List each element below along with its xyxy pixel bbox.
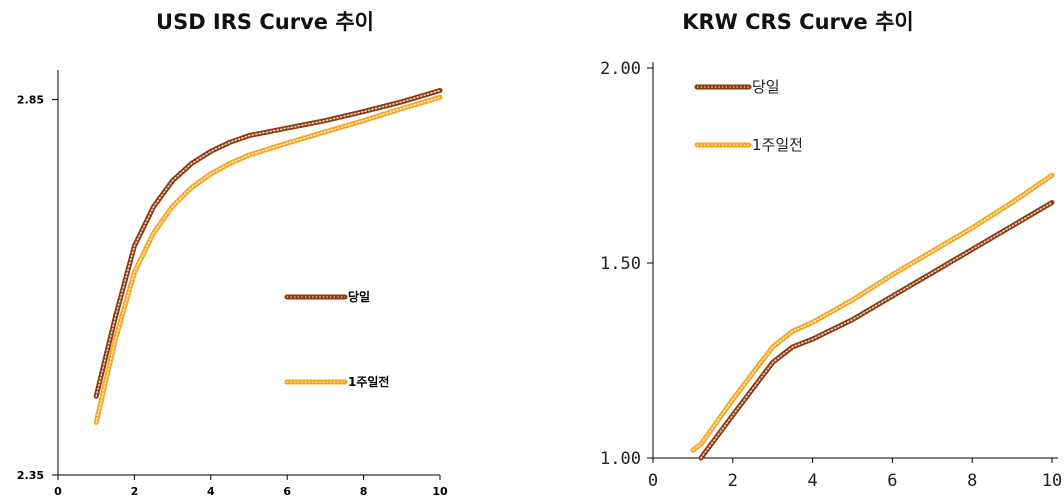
usd-series-1-line (93, 94, 443, 425)
krw-series-0-beads (700, 201, 1053, 459)
usd-series-0-beads (95, 89, 441, 397)
krw-series-0-line (698, 200, 1055, 461)
usd-x-tick-label: 4 (207, 485, 215, 498)
krw-series-1-line (690, 172, 1055, 453)
krw-y-tick-label: 1.00 (600, 449, 641, 469)
krw-legend-label-0: 당일 (752, 78, 780, 96)
krw-y-tick-label: 1.50 (600, 254, 641, 274)
usd-irs-chart-panel: USD IRS Curve 추이 2.35 2.85 0 2 4 6 8 10 당일 1주일전 (0, 0, 530, 503)
usd-x-tick-label: 8 (360, 485, 368, 498)
krw-x-tick-label: 6 (887, 471, 897, 491)
usd-x-tick-label: 10 (432, 485, 448, 498)
usd-y-tick-label: 2.35 (17, 469, 44, 482)
usd-chart-title: USD IRS Curve 추이 (156, 10, 374, 34)
usd-x-tick-label: 2 (131, 485, 139, 498)
krw-x-tick-label: 8 (967, 471, 977, 491)
usd-series-1-beads (95, 96, 441, 424)
krw-chart-svg: 1.00 1.50 2.00 0 2 4 6 8 10 당일 1주일전 (600, 59, 1062, 491)
krw-y-tick-label: 2.00 (600, 59, 641, 79)
krw-chart-title: KRW CRS Curve 추이 (682, 10, 914, 34)
krw-x-tick-label: 0 (648, 471, 658, 491)
krw-series-1-beads (692, 174, 1053, 451)
usd-x-tick-label: 6 (283, 485, 291, 498)
krw-x-tick-label: 4 (807, 471, 817, 491)
usd-legend-label-1: 1주일전 (348, 374, 389, 389)
usd-x-tick-label: 0 (54, 485, 62, 498)
usd-y-tick-label: 2.85 (17, 94, 44, 107)
krw-legend-label-1: 1주일전 (752, 136, 803, 154)
krw-x-tick-label: 10 (1042, 471, 1062, 491)
usd-chart-svg: 2.35 2.85 0 2 4 6 8 10 당일 1주일전 (17, 70, 448, 498)
krw-x-tick-label: 2 (728, 471, 738, 491)
usd-legend-label-0: 당일 (348, 289, 370, 304)
krw-crs-chart-panel: KRW CRS Curve 추이 1.00 1.50 2.00 0 2 4 6 8 10 당일 1주… (532, 0, 1064, 503)
